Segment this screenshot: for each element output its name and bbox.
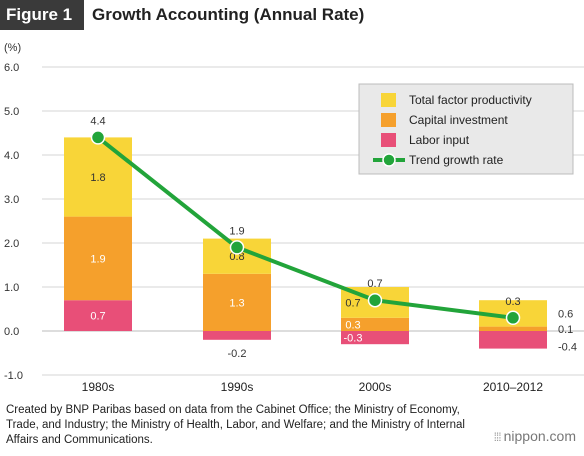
bar-segment [64, 300, 132, 331]
y-axis-unit: (%) [4, 42, 21, 54]
y-tick-label: 4.0 [4, 150, 19, 162]
legend-swatch [381, 93, 396, 107]
bar-data-label: 1.3 [229, 297, 244, 309]
bar-segment [203, 273, 271, 331]
y-tick-label: -1.0 [4, 370, 23, 382]
legend-swatch [381, 133, 396, 147]
trend-point [229, 240, 245, 255]
y-tick-label: 6.0 [4, 62, 19, 74]
bar-segment [203, 331, 271, 340]
trend-point [90, 130, 106, 145]
x-tick-label: 1980s [82, 380, 115, 394]
figure-label: Figure 1 [0, 0, 84, 30]
bar-segment [479, 331, 547, 349]
x-tick-label: 2010–2012 [483, 380, 543, 394]
bar-data-label: 0.3 [345, 319, 360, 331]
bar-segment [64, 137, 132, 217]
y-tick-label: 3.0 [4, 194, 19, 206]
legend-label: Labor input [409, 133, 470, 147]
y-tick-label: 2.0 [4, 238, 19, 250]
brand-logo: ⁞⁞⁞ nippon.com [494, 428, 576, 444]
bar-data-label: 1.8 [90, 172, 105, 184]
bar-data-label: 0.8 [229, 251, 244, 263]
bar-data-label: 1.9 [90, 253, 105, 265]
trend-point [505, 310, 521, 326]
trend-data-label: 1.9 [229, 225, 244, 237]
bar-segment [341, 317, 409, 331]
growth-accounting-chart: (%) -1.0 0.0 1.0 2.0 3.0 4.0 5.0 6.0 0.7 -0.2 -0.3 -… [4, 42, 584, 394]
legend-label: Capital investment [409, 113, 508, 127]
bar-data-label: -0.2 [228, 348, 247, 360]
trend-line [96, 135, 514, 320]
bar-segment [64, 216, 132, 301]
bar-data-label: -0.3 [344, 333, 363, 345]
y-tick-label: 5.0 [4, 106, 19, 118]
y-tick-label: 0.0 [4, 326, 19, 338]
legend-label: Total factor productivity [409, 93, 532, 107]
brand-name: nippon.com [503, 428, 576, 444]
trend-data-label: 0.3 [505, 296, 520, 308]
trend-data-label: 4.4 [90, 115, 105, 127]
bar-segment [341, 331, 409, 345]
legend-label: Trend growth rate [409, 153, 504, 167]
source-note: Created by BNP Paribas based on data fro… [6, 404, 465, 446]
bar-data-label: 0.6 [558, 308, 573, 320]
trend-point [367, 292, 383, 308]
bar-data-label: 0.7 [345, 297, 360, 309]
x-tick-label: 1990s [221, 380, 254, 394]
y-tick-label: 1.0 [4, 282, 19, 294]
legend-swatch [381, 113, 396, 127]
x-tick-label: 2000s [359, 380, 392, 394]
bar-segment [479, 326, 547, 331]
figure-header: Figure 1 Growth Accounting (Annual Rate) [0, 0, 584, 32]
trend-data-label: 0.7 [367, 278, 382, 290]
chart-title: Growth Accounting (Annual Rate) [92, 5, 365, 24]
legend-marker [382, 153, 396, 167]
bar-data-label: 0.1 [558, 324, 573, 336]
bar-data-label: -0.4 [558, 341, 577, 353]
brand-dots-icon: ⁞⁞⁞ [493, 430, 502, 444]
bar-data-label: 0.7 [90, 311, 105, 323]
